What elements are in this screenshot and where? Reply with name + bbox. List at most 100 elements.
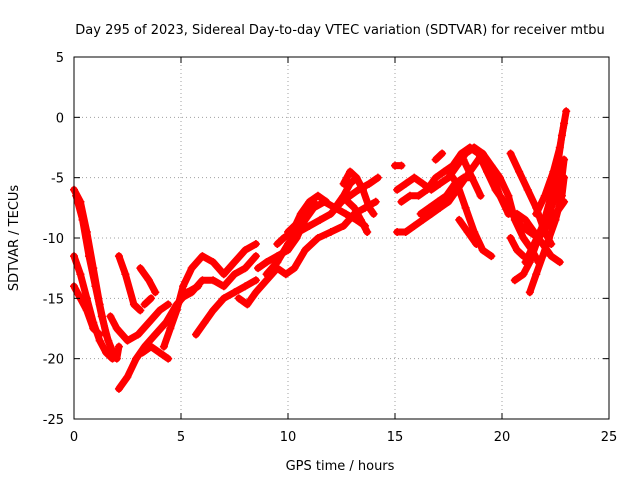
data-point-marker	[251, 252, 260, 261]
series-trace	[445, 168, 495, 260]
data-point-marker	[326, 209, 335, 218]
data-point-marker	[551, 215, 560, 224]
data-point-marker	[112, 324, 121, 333]
data-point-marker	[151, 288, 160, 297]
data-point-marker	[459, 155, 468, 164]
data-point-marker	[525, 227, 534, 236]
data-point-marker	[468, 173, 477, 182]
data-point-marker	[121, 270, 130, 279]
data-point-marker	[410, 221, 419, 230]
data-point-marker	[187, 288, 196, 297]
data-series-12	[168, 252, 260, 321]
data-point-marker	[230, 288, 239, 297]
data-point-marker	[144, 276, 153, 285]
data-point-marker	[339, 179, 348, 188]
data-point-marker	[470, 161, 479, 170]
data-point-marker	[457, 149, 466, 158]
data-point-marker	[442, 191, 451, 200]
data-point-marker	[123, 372, 132, 381]
data-point-marker	[517, 221, 526, 230]
data-point-marker	[500, 197, 509, 206]
data-point-marker	[562, 107, 571, 116]
data-point-marker	[401, 227, 410, 236]
data-point-marker	[219, 282, 228, 291]
data-point-marker	[97, 312, 106, 321]
data-point-marker	[155, 348, 164, 357]
data-point-marker	[435, 203, 444, 212]
data-point-marker	[164, 354, 173, 363]
x-axis-label: GPS time / hours	[286, 459, 395, 474]
chart-title: Day 295 of 2023, Sidereal Day-to-day VTE…	[75, 23, 604, 38]
data-point-marker	[405, 191, 414, 200]
data-point-marker	[371, 197, 380, 206]
data-point-marker	[506, 149, 515, 158]
data-point-marker	[241, 282, 250, 291]
data-point-marker	[549, 167, 558, 176]
data-series-29	[459, 155, 485, 200]
data-point-marker	[290, 264, 299, 273]
data-point-marker	[168, 312, 177, 321]
data-point-marker	[159, 342, 168, 351]
series-trace	[139, 343, 172, 363]
data-point-marker	[515, 167, 524, 176]
series-trace	[141, 294, 155, 308]
series-trace	[115, 252, 144, 314]
data-point-marker	[164, 300, 173, 309]
data-point-marker	[369, 209, 378, 218]
data-point-marker	[303, 209, 312, 218]
data-point-marker	[431, 173, 440, 182]
data-point-marker	[230, 258, 239, 267]
data-point-marker	[155, 306, 164, 315]
data-point-marker	[179, 282, 188, 291]
data-point-marker	[95, 330, 104, 339]
data-point-marker	[444, 167, 453, 176]
data-point-marker	[251, 276, 260, 285]
data-point-marker	[108, 354, 117, 363]
data-point-marker	[487, 252, 496, 261]
data-point-marker	[444, 197, 453, 206]
data-point-marker	[495, 173, 504, 182]
data-point-marker	[305, 221, 314, 230]
data-point-marker	[241, 264, 250, 273]
data-point-marker	[532, 209, 541, 218]
data-point-marker	[234, 294, 243, 303]
data-point-marker	[365, 203, 374, 212]
data-point-marker	[147, 294, 156, 303]
data-point-marker	[560, 119, 569, 128]
data-series-30	[455, 215, 481, 249]
data-series-9	[138, 342, 173, 363]
series-trace	[432, 150, 446, 164]
y-tick-label: -25	[43, 413, 64, 428]
data-series-13	[191, 276, 260, 339]
data-point-marker	[284, 227, 292, 236]
data-series-20	[343, 197, 372, 236]
data-point-marker	[438, 149, 447, 158]
data-point-marker	[557, 191, 566, 200]
data-point-marker	[309, 197, 318, 206]
data-point-marker	[453, 179, 462, 188]
data-point-marker	[91, 282, 100, 291]
y-axis-label: SDTVAR / TECUs	[7, 185, 22, 292]
data-point-marker	[284, 240, 292, 249]
data-point-marker	[393, 227, 402, 236]
data-point-marker	[506, 234, 515, 242]
data-point-marker	[198, 276, 207, 285]
data-point-marker	[136, 264, 145, 273]
data-point-marker	[209, 276, 218, 285]
data-point-marker	[560, 173, 569, 182]
data-point-marker	[166, 324, 175, 333]
data-point-marker	[104, 336, 113, 345]
data-point-marker	[290, 221, 299, 230]
data-point-marker	[523, 185, 532, 194]
data-point-marker	[427, 209, 436, 218]
data-point-marker	[472, 240, 481, 249]
data-point-marker	[144, 318, 153, 327]
data-point-marker	[114, 342, 123, 351]
data-point-marker	[191, 330, 200, 339]
data-point-marker	[219, 294, 228, 303]
data-point-marker	[525, 288, 534, 297]
data-point-marker	[435, 179, 444, 188]
data-point-marker	[365, 179, 374, 188]
x-tick-label: 10	[280, 430, 297, 445]
